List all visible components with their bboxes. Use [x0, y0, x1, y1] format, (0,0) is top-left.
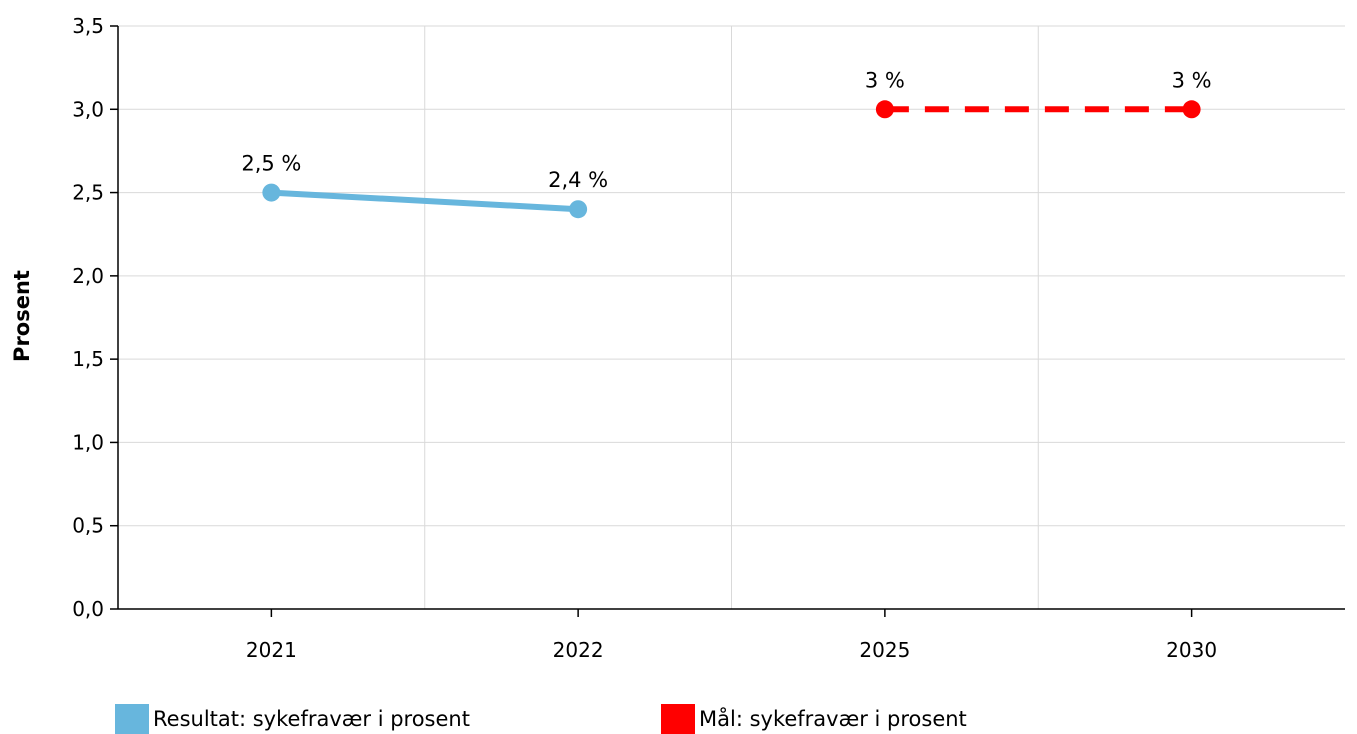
- data-label: 2,5 %: [241, 152, 301, 176]
- x-axis-ticks: 2021 2022 2025 2030: [246, 609, 1217, 662]
- y-tick-label: 3,0: [72, 97, 104, 121]
- x-tick-label: 2025: [859, 638, 910, 662]
- y-axis-label: Prosent: [10, 270, 34, 362]
- x-tick-label: 2021: [246, 638, 297, 662]
- x-tick-label: 2030: [1166, 638, 1217, 662]
- legend-swatch-maal: [661, 704, 695, 734]
- y-tick-label: 1,5: [72, 347, 104, 371]
- series-line-0: [271, 189, 579, 213]
- y-tick-label: 0,5: [72, 514, 104, 538]
- y-tick-label: 2,5: [72, 181, 104, 205]
- legend-item-maal[interactable]: Mål: sykefravær i prosent: [661, 704, 967, 734]
- legend: Resultat: sykefravær i prosent Mål: syke…: [115, 704, 967, 734]
- y-tick-label: 1,0: [72, 430, 104, 454]
- y-axis-ticks: 0,0 0,5 1,0 1,5 2,0 2,5 3,0 3,5: [72, 14, 118, 621]
- data-point[interactable]: [1182, 100, 1201, 119]
- data-point[interactable]: [569, 200, 588, 219]
- legend-label-maal: Mål: sykefravær i prosent: [699, 707, 967, 731]
- legend-item-resultat[interactable]: Resultat: sykefravær i prosent: [115, 704, 661, 734]
- y-tick-label: 3,5: [72, 14, 104, 38]
- legend-label-resultat: Resultat: sykefravær i prosent: [153, 707, 470, 731]
- axes: [117, 26, 1345, 610]
- data-label: 3 %: [865, 68, 905, 92]
- series-layer: 2,5 % 2,4 % 3 % 3 %: [241, 68, 1212, 219]
- data-label: 2,4 %: [548, 168, 608, 192]
- grid-lines: [118, 25, 1345, 609]
- x-tick-label: 2022: [553, 638, 604, 662]
- data-point[interactable]: [875, 100, 894, 119]
- legend-swatch-resultat: [115, 704, 149, 734]
- y-tick-label: 2,0: [72, 264, 104, 288]
- y-tick-label: 0,0: [72, 597, 104, 621]
- line-chart: 0,0 0,5 1,0 1,5 2,0 2,5 3,0 3,5 2021 2022 2025 203…: [10, 14, 1345, 662]
- data-point[interactable]: [262, 183, 281, 202]
- data-label: 3 %: [1172, 68, 1212, 92]
